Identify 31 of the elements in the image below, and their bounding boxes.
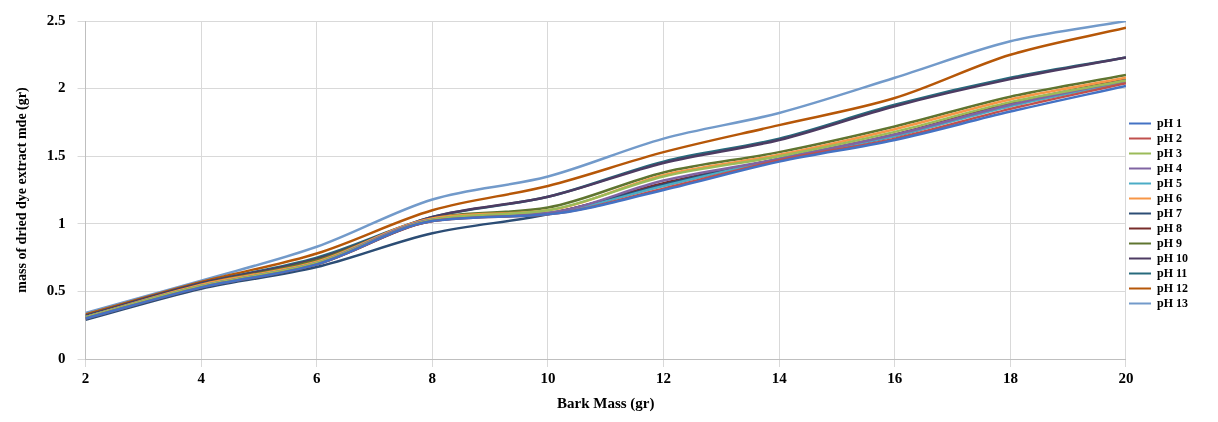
legend-label: pH 5 <box>1156 175 1183 190</box>
x-tick-label: 2 <box>81 369 90 386</box>
legend-label: pH 1 <box>1156 115 1183 130</box>
y-tick-label: 0 <box>58 349 66 366</box>
legend-label: pH 9 <box>1156 235 1183 250</box>
y-tick-label: 2.5 <box>46 11 66 28</box>
x-tick-label: 18 <box>1002 369 1018 386</box>
x-axis-title: Bark Mass (gr) <box>557 394 655 412</box>
legend-label: pH 4 <box>1156 160 1183 175</box>
legend-label: pH 13 <box>1156 295 1189 310</box>
x-tick-label: 4 <box>197 369 206 386</box>
x-tick-label: 14 <box>771 369 788 386</box>
legend-label: pH 2 <box>1156 130 1183 145</box>
x-tick-label: 8 <box>428 369 437 386</box>
x-tick-label: 20 <box>1118 369 1134 386</box>
y-tick-label: 0.5 <box>46 282 66 299</box>
legend-label: pH 7 <box>1156 205 1183 220</box>
x-tick-label: 12 <box>656 369 672 386</box>
x-tick-label: 10 <box>540 369 556 386</box>
legend-label: pH 10 <box>1156 250 1189 265</box>
legend-label: pH 8 <box>1156 220 1183 235</box>
y-axis-title: mass of dried dye extract mde (gr) <box>14 87 31 293</box>
x-tick-label: 6 <box>313 369 322 386</box>
y-tick-label: 1.5 <box>46 147 66 164</box>
legend-label: pH 11 <box>1156 265 1188 280</box>
legend-label: pH 3 <box>1156 145 1183 160</box>
y-tick-label: 2 <box>58 79 66 96</box>
y-tick-label: 1 <box>58 214 66 231</box>
legend-label: pH 6 <box>1156 190 1183 205</box>
x-tick-label: 16 <box>887 369 903 386</box>
legend-label: pH 12 <box>1156 280 1189 295</box>
